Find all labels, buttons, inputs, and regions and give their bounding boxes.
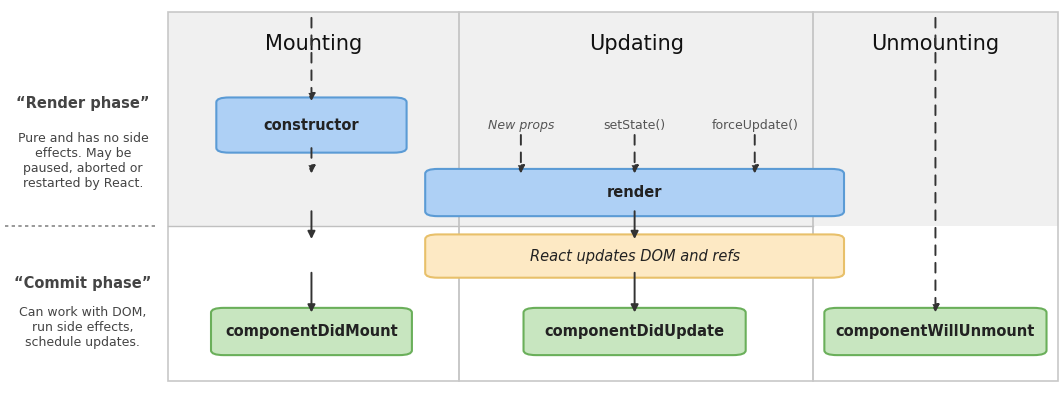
Text: Pure and has no side
effects. May be
paused, aborted or
restarted by React.: Pure and has no side effects. May be pau… (17, 132, 149, 190)
Text: setState(): setState() (604, 119, 665, 131)
Text: Mounting: Mounting (265, 34, 362, 54)
Text: Updating: Updating (589, 34, 684, 54)
FancyBboxPatch shape (425, 169, 844, 216)
FancyBboxPatch shape (813, 12, 1058, 226)
FancyBboxPatch shape (210, 308, 411, 355)
Text: componentWillUnmount: componentWillUnmount (836, 324, 1035, 339)
FancyBboxPatch shape (168, 12, 459, 226)
Text: New props: New props (488, 119, 554, 131)
FancyBboxPatch shape (459, 12, 813, 226)
FancyBboxPatch shape (825, 308, 1046, 355)
FancyBboxPatch shape (168, 226, 459, 381)
FancyBboxPatch shape (813, 226, 1058, 381)
Text: “Render phase”: “Render phase” (16, 96, 150, 111)
Text: constructor: constructor (264, 118, 359, 133)
FancyBboxPatch shape (216, 97, 406, 152)
Text: “Commit phase”: “Commit phase” (14, 276, 152, 291)
Text: componentDidMount: componentDidMount (225, 324, 398, 339)
Text: render: render (607, 185, 662, 200)
Text: Can work with DOM,
run side effects,
schedule updates.: Can work with DOM, run side effects, sch… (19, 306, 147, 349)
Text: componentDidUpdate: componentDidUpdate (544, 324, 725, 339)
Text: forceUpdate(): forceUpdate() (711, 119, 798, 131)
Text: React updates DOM and refs: React updates DOM and refs (529, 249, 740, 264)
FancyBboxPatch shape (425, 234, 844, 278)
FancyBboxPatch shape (459, 226, 813, 381)
Text: Unmounting: Unmounting (872, 34, 999, 54)
FancyBboxPatch shape (523, 308, 746, 355)
